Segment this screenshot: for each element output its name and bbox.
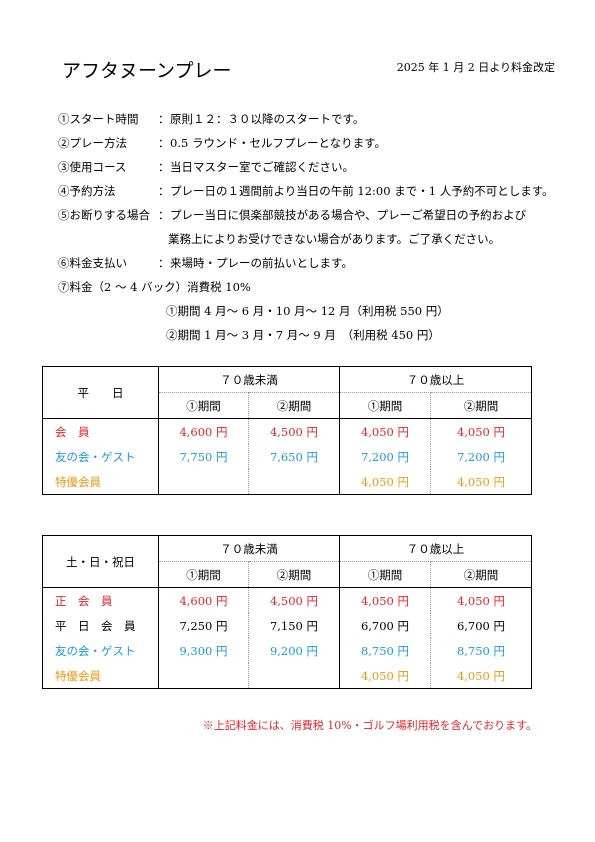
rule-colon: ： bbox=[158, 184, 170, 198]
rule-value: 来場時・プレーの前払いとします。 bbox=[170, 256, 353, 270]
page-title: アフタヌーンプレー bbox=[62, 60, 232, 82]
price-cell: 8,750 円 bbox=[430, 638, 532, 663]
rule-label: ①スタート時間 bbox=[58, 112, 139, 126]
rule-label: ⑦料金（2 ～ 4 バック）消費税 10% bbox=[58, 280, 251, 294]
group-over70-header: ７０歳以上 bbox=[339, 535, 532, 562]
rule-label: ②プレー方法 bbox=[58, 136, 127, 150]
price-cell: 4,050 円 bbox=[430, 663, 532, 689]
rule-payment: ⑥料金支払い ： 来場時・プレーの前払いとします。 bbox=[58, 251, 568, 275]
rule-colon: ： bbox=[158, 160, 170, 174]
period-header: ②期間 bbox=[248, 561, 340, 588]
group-under70-header: ７０歳未満 bbox=[158, 535, 340, 562]
rule-value: 原則１２：３０以降のスタートです。 bbox=[170, 112, 365, 126]
price-cell bbox=[158, 469, 249, 495]
rule-refusal-continued: 業務上によりお受けできない場合があります。ご了承ください。 bbox=[58, 227, 568, 251]
price-cell: 7,250 円 bbox=[158, 613, 249, 638]
rule-colon: ： bbox=[158, 112, 170, 126]
price-cell bbox=[158, 663, 249, 689]
price-cell: 4,050 円 bbox=[430, 587, 532, 613]
price-cell: 8,750 円 bbox=[339, 638, 431, 663]
rule-label: ⑤お断りする場合 bbox=[58, 208, 150, 222]
rule-refusal: ⑤お断りする場合 ： プレー当日に倶楽部競技がある場合や、プレーご希望日の予約お… bbox=[58, 203, 568, 227]
price-cell bbox=[248, 663, 340, 689]
category-label: 平 日 会 員 bbox=[55, 618, 136, 633]
table-row: 友の会・ゲスト 7,750 円 7,650 円 7,200 円 7,200 円 bbox=[43, 444, 532, 469]
period-header: ②期間 bbox=[248, 392, 340, 419]
rule-value: 当日マスター室でご確認ください。 bbox=[170, 160, 354, 174]
price-cell: 4,500 円 bbox=[248, 418, 340, 444]
rule-label: ④予約方法 bbox=[58, 184, 116, 198]
day-type-label: 平 日 bbox=[42, 366, 159, 419]
period-header: ②期間 bbox=[430, 561, 532, 588]
price-cell: 4,050 円 bbox=[339, 418, 431, 444]
price-cell: 6,700 円 bbox=[430, 613, 532, 638]
price-cell bbox=[248, 469, 340, 495]
price-cell: 7,650 円 bbox=[248, 444, 340, 469]
price-cell: 7,750 円 bbox=[158, 444, 249, 469]
day-type-label: 土・日・祝日 bbox=[42, 535, 159, 588]
rule-colon: ： bbox=[158, 256, 170, 270]
period-header: ①期間 bbox=[339, 561, 431, 588]
price-cell: 4,050 円 bbox=[339, 587, 431, 613]
price-cell: 4,600 円 bbox=[158, 587, 249, 613]
rule-value: プレー日の１週間前より当日の午前 12:00 まで・1 人予約不可とします。 bbox=[170, 184, 554, 198]
rule-play-method: ②プレー方法 ： 0.5 ラウンド・セルフプレーとなります。 bbox=[58, 131, 568, 155]
price-cell: 9,300 円 bbox=[158, 638, 249, 663]
table-row: 会 員 4,600 円 4,500 円 4,050 円 4,050 円 bbox=[43, 418, 532, 444]
price-cell: 4,500 円 bbox=[248, 587, 340, 613]
price-cell: 7,150 円 bbox=[248, 613, 340, 638]
table-row: 友の会・ゲスト 9,300 円 9,200 円 8,750 円 8,750 円 bbox=[43, 638, 532, 663]
price-cell: 7,200 円 bbox=[430, 444, 532, 469]
rule-fee: ⑦料金（2 ～ 4 バック）消費税 10% bbox=[58, 275, 568, 299]
period-header: ①期間 bbox=[158, 392, 249, 419]
table-row: 特優会員 4,050 円 4,050 円 bbox=[43, 663, 532, 689]
rule-period-2: ②期間 1 月～ 3 月・7 月～ 9 月 （利用税 450 円） bbox=[58, 323, 568, 347]
category-label: 特優会員 bbox=[55, 474, 101, 489]
rule-course: ③使用コース ： 当日マスター室でご確認ください。 bbox=[58, 155, 568, 179]
price-cell: 4,050 円 bbox=[339, 469, 431, 495]
table-row: 平 日 会 員 7,250 円 7,150 円 6,700 円 6,700 円 bbox=[43, 613, 532, 638]
rule-period-1: ①期間 4 月～ 6 月・10 月～ 12 月（利用税 550 円） bbox=[58, 299, 568, 323]
rule-value: 業務上によりお受けできない場合があります。ご了承ください。 bbox=[168, 232, 501, 246]
rule-colon: ： bbox=[158, 136, 170, 150]
revision-date-note: 2025 年 1 月 2 日より料金改定 bbox=[396, 61, 555, 74]
category-label: 特優会員 bbox=[55, 668, 101, 683]
price-cell: 4,050 円 bbox=[430, 469, 532, 495]
rule-label: ⑥料金支払い bbox=[58, 256, 127, 270]
group-under70-header: ７０歳未満 bbox=[158, 366, 340, 393]
period-header: ①期間 bbox=[158, 561, 249, 588]
category-label: 正 会 員 bbox=[55, 593, 113, 608]
rule-colon: ： bbox=[158, 208, 170, 222]
category-label: 会 員 bbox=[55, 424, 90, 439]
price-cell: 7,200 円 bbox=[339, 444, 431, 469]
rule-value: プレー当日に倶楽部競技がある場合や、プレーご希望日の予約および bbox=[170, 208, 527, 222]
price-cell: 4,600 円 bbox=[158, 418, 249, 444]
category-label: 友の会・ゲスト bbox=[55, 643, 136, 658]
rule-value: ②期間 1 月～ 3 月・7 月～ 9 月 （利用税 450 円） bbox=[166, 328, 440, 342]
period-header: ②期間 bbox=[430, 392, 532, 419]
rule-label: ③使用コース bbox=[58, 160, 127, 174]
category-label: 友の会・ゲスト bbox=[55, 449, 136, 464]
rule-start-time: ①スタート時間 ： 原則１２：３０以降のスタートです。 bbox=[58, 107, 568, 131]
price-cell: 9,200 円 bbox=[248, 638, 340, 663]
rule-value: 0.5 ラウンド・セルフプレーとなります。 bbox=[170, 136, 386, 150]
group-over70-header: ７０歳以上 bbox=[339, 366, 532, 393]
rule-value: ①期間 4 月～ 6 月・10 月～ 12 月（利用税 550 円） bbox=[166, 304, 449, 318]
price-cell: 6,700 円 bbox=[339, 613, 431, 638]
tax-footnote: ※上記料金には、消費税 10%・ゴルフ場利用税を含んでおります。 bbox=[202, 719, 537, 732]
rule-reservation: ④予約方法 ： プレー日の１週間前より当日の午前 12:00 まで・1 人予約不… bbox=[58, 179, 568, 203]
price-cell: 4,050 円 bbox=[339, 663, 431, 689]
table-row: 特優会員 4,050 円 4,050 円 bbox=[43, 469, 532, 495]
period-header: ①期間 bbox=[339, 392, 431, 419]
rules-list: ①スタート時間 ： 原則１２：３０以降のスタートです。 ②プレー方法 ： 0.5… bbox=[58, 107, 568, 347]
table-row: 正 会 員 4,600 円 4,500 円 4,050 円 4,050 円 bbox=[43, 587, 532, 613]
weekday-price-table: 平 日 ７０歳未満 ７０歳以上 ①期間 ②期間 ①期間 ②期間 会 員 4,60… bbox=[42, 366, 532, 495]
price-cell: 4,050 円 bbox=[430, 418, 532, 444]
weekend-price-table: 土・日・祝日 ７０歳未満 ７０歳以上 ①期間 ②期間 ①期間 ②期間 正 会 員… bbox=[42, 535, 532, 689]
